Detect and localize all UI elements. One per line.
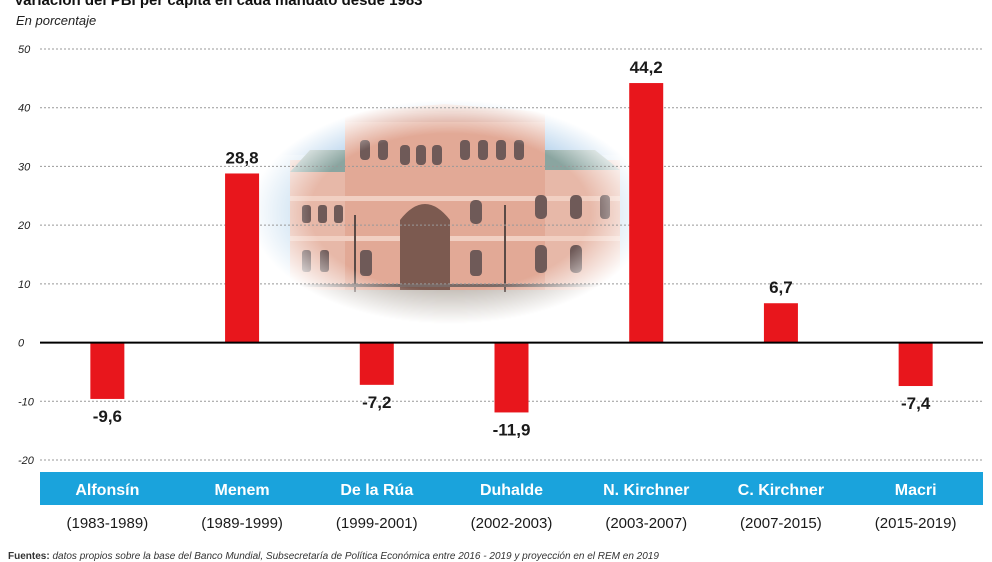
mandate-periods: (1983-1989) (1989-1999) (1999-2001) (2002-2…: [66, 515, 956, 532]
president-name: C. Kirchner: [738, 482, 824, 499]
y-tick-label: 20: [17, 220, 31, 232]
bar: [225, 173, 260, 343]
president-name: De la Rúa: [340, 482, 413, 499]
y-tick-label: -10: [18, 396, 35, 408]
president-name: Duhalde: [480, 482, 543, 499]
bar: [898, 342, 933, 387]
data-label: -11,9: [493, 420, 531, 439]
y-tick-label: -20: [18, 455, 35, 467]
data-label: 28,8: [226, 148, 259, 167]
value-labels: -9,6 28,8 -7,2 -11,9 44,2 6,7 -7,4: [93, 58, 931, 439]
mandate-period: (1989-1999): [201, 515, 283, 532]
data-label: -9,6: [93, 407, 122, 426]
casa-rosada-photo: [250, 95, 650, 330]
mandate-period: (2003-2007): [605, 515, 687, 532]
y-tick-label: 10: [18, 279, 31, 291]
president-name: Menem: [215, 482, 270, 499]
chart-subtitle: En porcentaje: [16, 13, 97, 28]
president-name: Alfonsín: [75, 482, 139, 499]
bar: [90, 342, 125, 399]
y-tick-label: 0: [18, 338, 25, 350]
mandate-period: (1999-2001): [336, 515, 418, 532]
source-text: datos propios sobre la base del Banco Mu…: [52, 551, 659, 562]
y-tick-label: 40: [18, 103, 31, 115]
bars: [90, 83, 933, 413]
data-label: -7,2: [362, 393, 391, 412]
bar: [494, 342, 529, 413]
mandate-period: (2007-2015): [740, 515, 822, 532]
bar: [359, 342, 394, 385]
data-label: -7,4: [901, 394, 931, 413]
president-names: Alfonsín Menem De la Rúa Duhalde N. Kirchner…: [75, 482, 936, 499]
y-tick-label: 50: [18, 44, 31, 56]
mandate-period: (2002-2003): [471, 515, 553, 532]
gridlines: [40, 48, 983, 461]
bar: [763, 303, 798, 343]
mandate-period: (1983-1989): [66, 515, 148, 532]
chart-title: Variación del PBI per cápita en cada man…: [14, 0, 423, 9]
source-label: Fuentes:: [8, 551, 50, 562]
mandate-period: (2015-2019): [875, 515, 957, 532]
data-label: 6,7: [769, 278, 793, 297]
bar: [629, 83, 664, 343]
y-axis: 50 40 30 20 10 0 -10 -20: [17, 44, 35, 467]
president-name: N. Kirchner: [603, 482, 689, 499]
y-tick-label: 30: [18, 161, 31, 173]
data-label: 44,2: [630, 58, 663, 77]
source-note: Fuentes: datos propios sobre la base del…: [8, 551, 659, 562]
president-name: Macri: [895, 482, 937, 499]
president-name-band: [40, 472, 983, 505]
